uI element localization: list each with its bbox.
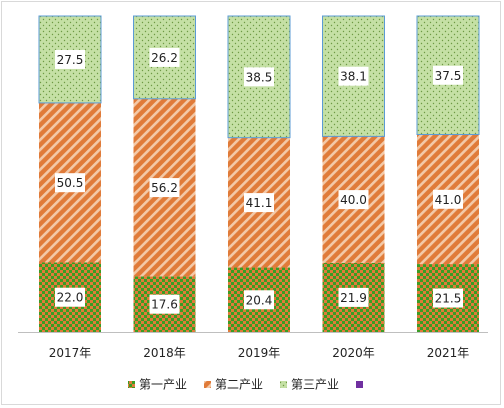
data-label-box — [244, 193, 274, 213]
data-label: 21.9 — [340, 291, 367, 305]
data-label: 41.0 — [435, 193, 462, 207]
data-label-box — [55, 173, 85, 193]
legend-label-1: 第一产业 — [139, 378, 187, 392]
data-label-box — [338, 287, 369, 307]
legend-label-2: 第二产业 — [215, 378, 263, 392]
data-label-box — [338, 66, 369, 86]
data-label-box — [55, 49, 85, 69]
legend-label-3: 第三产业 — [291, 378, 339, 392]
data-label-box — [149, 47, 180, 67]
data-label-box — [433, 189, 463, 209]
x-tick-label: 2017年 — [49, 346, 92, 360]
bar-segment-3-2 — [133, 15, 196, 100]
data-label: 41.1 — [246, 196, 273, 210]
legend-swatch-1 — [128, 381, 135, 388]
data-label-box — [55, 287, 85, 307]
data-label-box — [433, 65, 463, 85]
legend-swatch-2 — [204, 381, 211, 388]
data-label-box — [149, 294, 180, 314]
legend-swatch-3 — [280, 381, 287, 388]
data-label: 40.0 — [340, 193, 367, 207]
legend: 第一产业 第二产业 第三产业 — [128, 378, 363, 392]
legend-swatch-4 — [356, 381, 363, 388]
data-label: 56.2 — [151, 181, 178, 195]
data-label: 21.5 — [435, 292, 462, 306]
data-label: 27.5 — [57, 53, 84, 67]
x-tick-labels: 2017年 2018年 2019年 2020年 2021年 — [49, 346, 470, 360]
x-tick-label: 2020年 — [332, 346, 375, 360]
data-label-box — [244, 290, 274, 310]
data-label: 20.4 — [246, 293, 273, 307]
data-label-box — [149, 178, 180, 198]
data-label: 26.2 — [151, 51, 178, 65]
data-label: 50.5 — [57, 176, 84, 190]
data-labels-layer: 22.0 50.5 27.5 17.6 56.2 26.2 20.4 41.1 38.5 21.9… — [55, 47, 463, 314]
x-tick-label: 2021年 — [427, 346, 470, 360]
x-tick-label: 2018年 — [143, 346, 186, 360]
data-label: 17.6 — [151, 298, 178, 312]
data-label: 38.5 — [246, 70, 273, 84]
x-tick-label: 2019年 — [238, 346, 281, 360]
data-label: 38.1 — [340, 70, 367, 84]
data-label-box — [433, 288, 463, 308]
data-label-box — [338, 190, 369, 210]
data-label: 37.5 — [435, 69, 462, 83]
data-label-box — [244, 67, 274, 87]
data-label: 22.0 — [57, 291, 84, 305]
bars-layer — [38, 15, 480, 332]
